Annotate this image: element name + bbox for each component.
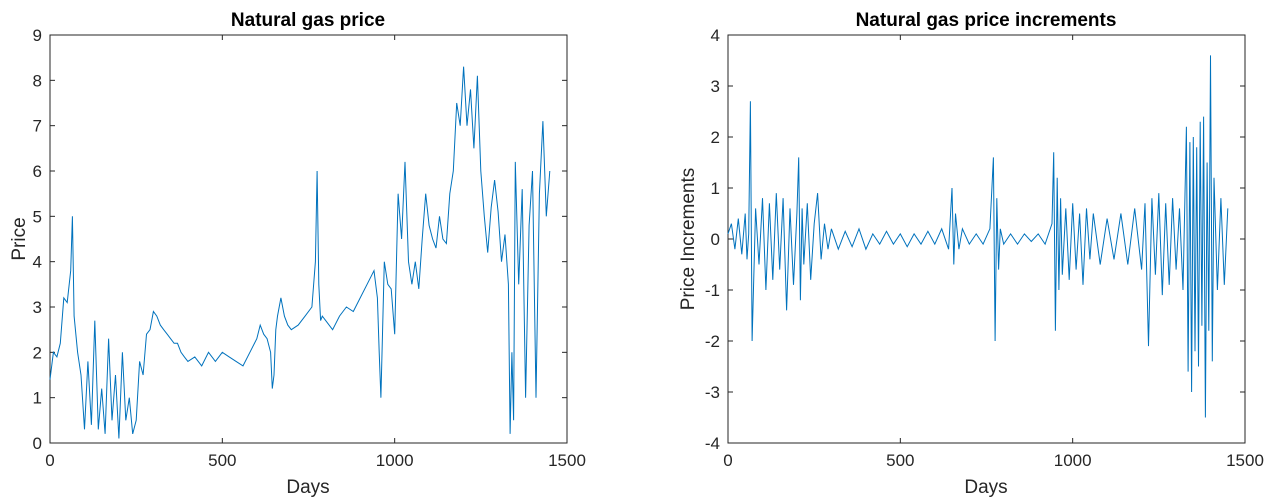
y-tick-label: 8 bbox=[33, 71, 42, 90]
axis-ticks: 0 500 1000 1500 0 1 2 3 4 5 6 7 8 9 bbox=[33, 26, 586, 470]
price-chart: Natural gas price 0 500 1000 1500 0 1 2 3 4 5 6 7 8 9… bbox=[9, 10, 586, 498]
x-tick-label: 1500 bbox=[548, 451, 586, 470]
y-tick-label: 0 bbox=[33, 434, 42, 453]
x-axis-label: Days bbox=[286, 477, 329, 498]
y-tick-label: -2 bbox=[705, 332, 720, 351]
x-axis-label: Days bbox=[964, 477, 1007, 498]
y-axis-label: Price bbox=[9, 217, 30, 260]
y-tick-label: 6 bbox=[33, 162, 42, 181]
y-tick-label: 4 bbox=[33, 253, 42, 272]
x-tick-label: 1500 bbox=[1226, 451, 1264, 470]
chart-title: Natural gas price increments bbox=[856, 10, 1117, 31]
series-line-price bbox=[49, 66, 551, 439]
y-tick-label: 5 bbox=[33, 207, 42, 226]
x-tick-label: 0 bbox=[723, 451, 732, 470]
y-tick-label: 9 bbox=[33, 26, 42, 45]
plot-area bbox=[49, 34, 568, 444]
y-tick-label: 0 bbox=[711, 230, 720, 249]
plot-area bbox=[727, 34, 1246, 444]
x-tick-label: 500 bbox=[886, 451, 914, 470]
y-tick-label: 3 bbox=[711, 77, 720, 96]
x-tick-label: 1000 bbox=[1054, 451, 1092, 470]
series-line-increments bbox=[727, 55, 1229, 418]
y-tick-label: 3 bbox=[33, 298, 42, 317]
y-tick-label: 1 bbox=[711, 179, 720, 198]
x-tick-label: 500 bbox=[208, 451, 236, 470]
chart-title: Natural gas price bbox=[231, 10, 385, 31]
y-tick-label: 2 bbox=[33, 343, 42, 362]
y-tick-label: 1 bbox=[33, 389, 42, 408]
x-tick-label: 0 bbox=[45, 451, 54, 470]
y-tick-label: -3 bbox=[705, 383, 720, 402]
x-tick-label: 1000 bbox=[376, 451, 414, 470]
y-tick-label: 7 bbox=[33, 117, 42, 136]
increments-chart: Natural gas price increments 0 500 1000 150… bbox=[678, 10, 1264, 498]
y-tick-label: -4 bbox=[705, 434, 720, 453]
y-axis-label: Price Increments bbox=[678, 168, 699, 311]
y-tick-label: 2 bbox=[711, 128, 720, 147]
y-tick-label: 4 bbox=[711, 26, 720, 45]
y-tick-label: -1 bbox=[705, 281, 720, 300]
axis-ticks: 0 500 1000 1500 -4 -3 -2 -1 0 1 2 3 4 bbox=[705, 26, 1264, 470]
